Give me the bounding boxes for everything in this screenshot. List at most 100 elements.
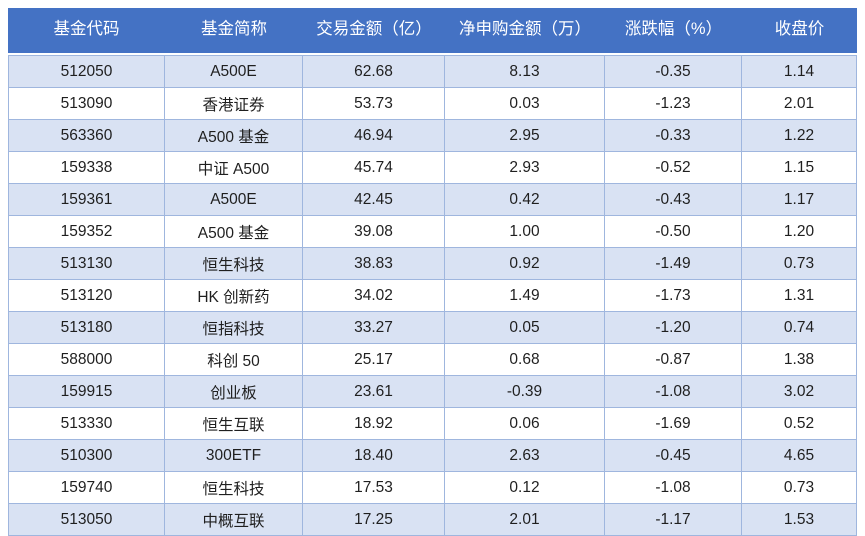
table-row: 513330 恒生互联 18.92 0.06 -1.69 0.52 [8,408,857,440]
table-cell: 513120 [8,280,165,312]
table-cell: -0.45 [605,440,742,472]
table-row: 159740 恒生科技 17.53 0.12 -1.08 0.73 [8,472,857,504]
table-row: 588000 科创 50 25.17 0.68 -0.87 1.38 [8,344,857,376]
table-cell: -1.69 [605,408,742,440]
column-header: 交易金额（亿） [303,8,445,55]
table-row: 159915 创业板 23.61 -0.39 -1.08 3.02 [8,376,857,408]
table-cell: 38.83 [303,248,445,280]
table-cell: 23.61 [303,376,445,408]
table-cell: 1.38 [742,344,857,376]
table-cell: 0.12 [445,472,605,504]
table-cell: 2.01 [445,504,605,536]
table-cell: 1.53 [742,504,857,536]
table-cell: 0.42 [445,184,605,216]
table-cell: 300ETF [165,440,303,472]
table-cell: A500 基金 [165,120,303,152]
table-cell: 588000 [8,344,165,376]
table-cell: -0.43 [605,184,742,216]
table-cell: -1.20 [605,312,742,344]
table-header-row: 基金代码 基金简称 交易金额（亿） 净申购金额（万） 涨跌幅（%） 收盘价 [8,8,857,55]
table-cell: 563360 [8,120,165,152]
table-cell: 0.74 [742,312,857,344]
table-cell: A500E [165,184,303,216]
table-cell: -1.08 [605,376,742,408]
table-cell: 4.65 [742,440,857,472]
table-cell: 45.74 [303,152,445,184]
table-cell: 513130 [8,248,165,280]
table-cell: 3.02 [742,376,857,408]
table-cell: -1.08 [605,472,742,504]
table-cell: 恒生科技 [165,472,303,504]
table-row: 159338 中证 A500 45.74 2.93 -0.52 1.15 [8,152,857,184]
table-row: 513050 中概互联 17.25 2.01 -1.17 1.53 [8,504,857,536]
table-cell: 39.08 [303,216,445,248]
table-cell: 159740 [8,472,165,504]
column-header: 基金代码 [8,8,165,55]
table-cell: -0.35 [605,55,742,88]
table-cell: 0.06 [445,408,605,440]
table-cell: 159361 [8,184,165,216]
table-row: 513130 恒生科技 38.83 0.92 -1.49 0.73 [8,248,857,280]
table-cell: 159352 [8,216,165,248]
table-cell: 0.92 [445,248,605,280]
table-cell: 中概互联 [165,504,303,536]
table-cell: -0.52 [605,152,742,184]
table-cell: 0.03 [445,88,605,120]
table-cell: 34.02 [303,280,445,312]
column-header: 收盘价 [742,8,857,55]
table-cell: 512050 [8,55,165,88]
table-cell: -0.39 [445,376,605,408]
table-cell: 46.94 [303,120,445,152]
table-cell: 2.01 [742,88,857,120]
table-cell: -0.87 [605,344,742,376]
table-cell: 513180 [8,312,165,344]
table-cell: 0.05 [445,312,605,344]
table-cell: 0.73 [742,248,857,280]
table-cell: 0.52 [742,408,857,440]
table-cell: 17.53 [303,472,445,504]
table-cell: 42.45 [303,184,445,216]
table-cell: 0.68 [445,344,605,376]
table-cell: 53.73 [303,88,445,120]
table-cell: A500 基金 [165,216,303,248]
table-cell: HK 创新药 [165,280,303,312]
table-cell: 25.17 [303,344,445,376]
table-row: 510300 300ETF 18.40 2.63 -0.45 4.65 [8,440,857,472]
table-row: 159361 A500E 42.45 0.42 -0.43 1.17 [8,184,857,216]
table-cell: 8.13 [445,55,605,88]
table-cell: 62.68 [303,55,445,88]
table-row: 513180 恒指科技 33.27 0.05 -1.20 0.74 [8,312,857,344]
table-cell: -1.17 [605,504,742,536]
column-header: 净申购金额（万） [445,8,605,55]
table-cell: -1.73 [605,280,742,312]
table-cell: 33.27 [303,312,445,344]
table-cell: 513050 [8,504,165,536]
table-cell: 17.25 [303,504,445,536]
table-cell: 1.00 [445,216,605,248]
table-cell: 科创 50 [165,344,303,376]
table-cell: -1.23 [605,88,742,120]
table-cell: 1.31 [742,280,857,312]
table-row: 512050 A500E 62.68 8.13 -0.35 1.14 [8,55,857,88]
table-cell: -0.50 [605,216,742,248]
table-cell: 510300 [8,440,165,472]
table-cell: 513090 [8,88,165,120]
table-row: 563360 A500 基金 46.94 2.95 -0.33 1.22 [8,120,857,152]
table-cell: 159338 [8,152,165,184]
table-row: 159352 A500 基金 39.08 1.00 -0.50 1.20 [8,216,857,248]
table-cell: 159915 [8,376,165,408]
table-cell: 2.95 [445,120,605,152]
table-cell: 1.15 [742,152,857,184]
table-cell: 1.20 [742,216,857,248]
table-cell: -0.33 [605,120,742,152]
table-cell: 513330 [8,408,165,440]
table-cell: 恒生互联 [165,408,303,440]
column-header: 基金简称 [165,8,303,55]
table-cell: -1.49 [605,248,742,280]
table-cell: 创业板 [165,376,303,408]
table-cell: 恒生科技 [165,248,303,280]
table-row: 513120 HK 创新药 34.02 1.49 -1.73 1.31 [8,280,857,312]
table-cell: 中证 A500 [165,152,303,184]
table-cell: 恒指科技 [165,312,303,344]
table-row: 513090 香港证券 53.73 0.03 -1.23 2.01 [8,88,857,120]
